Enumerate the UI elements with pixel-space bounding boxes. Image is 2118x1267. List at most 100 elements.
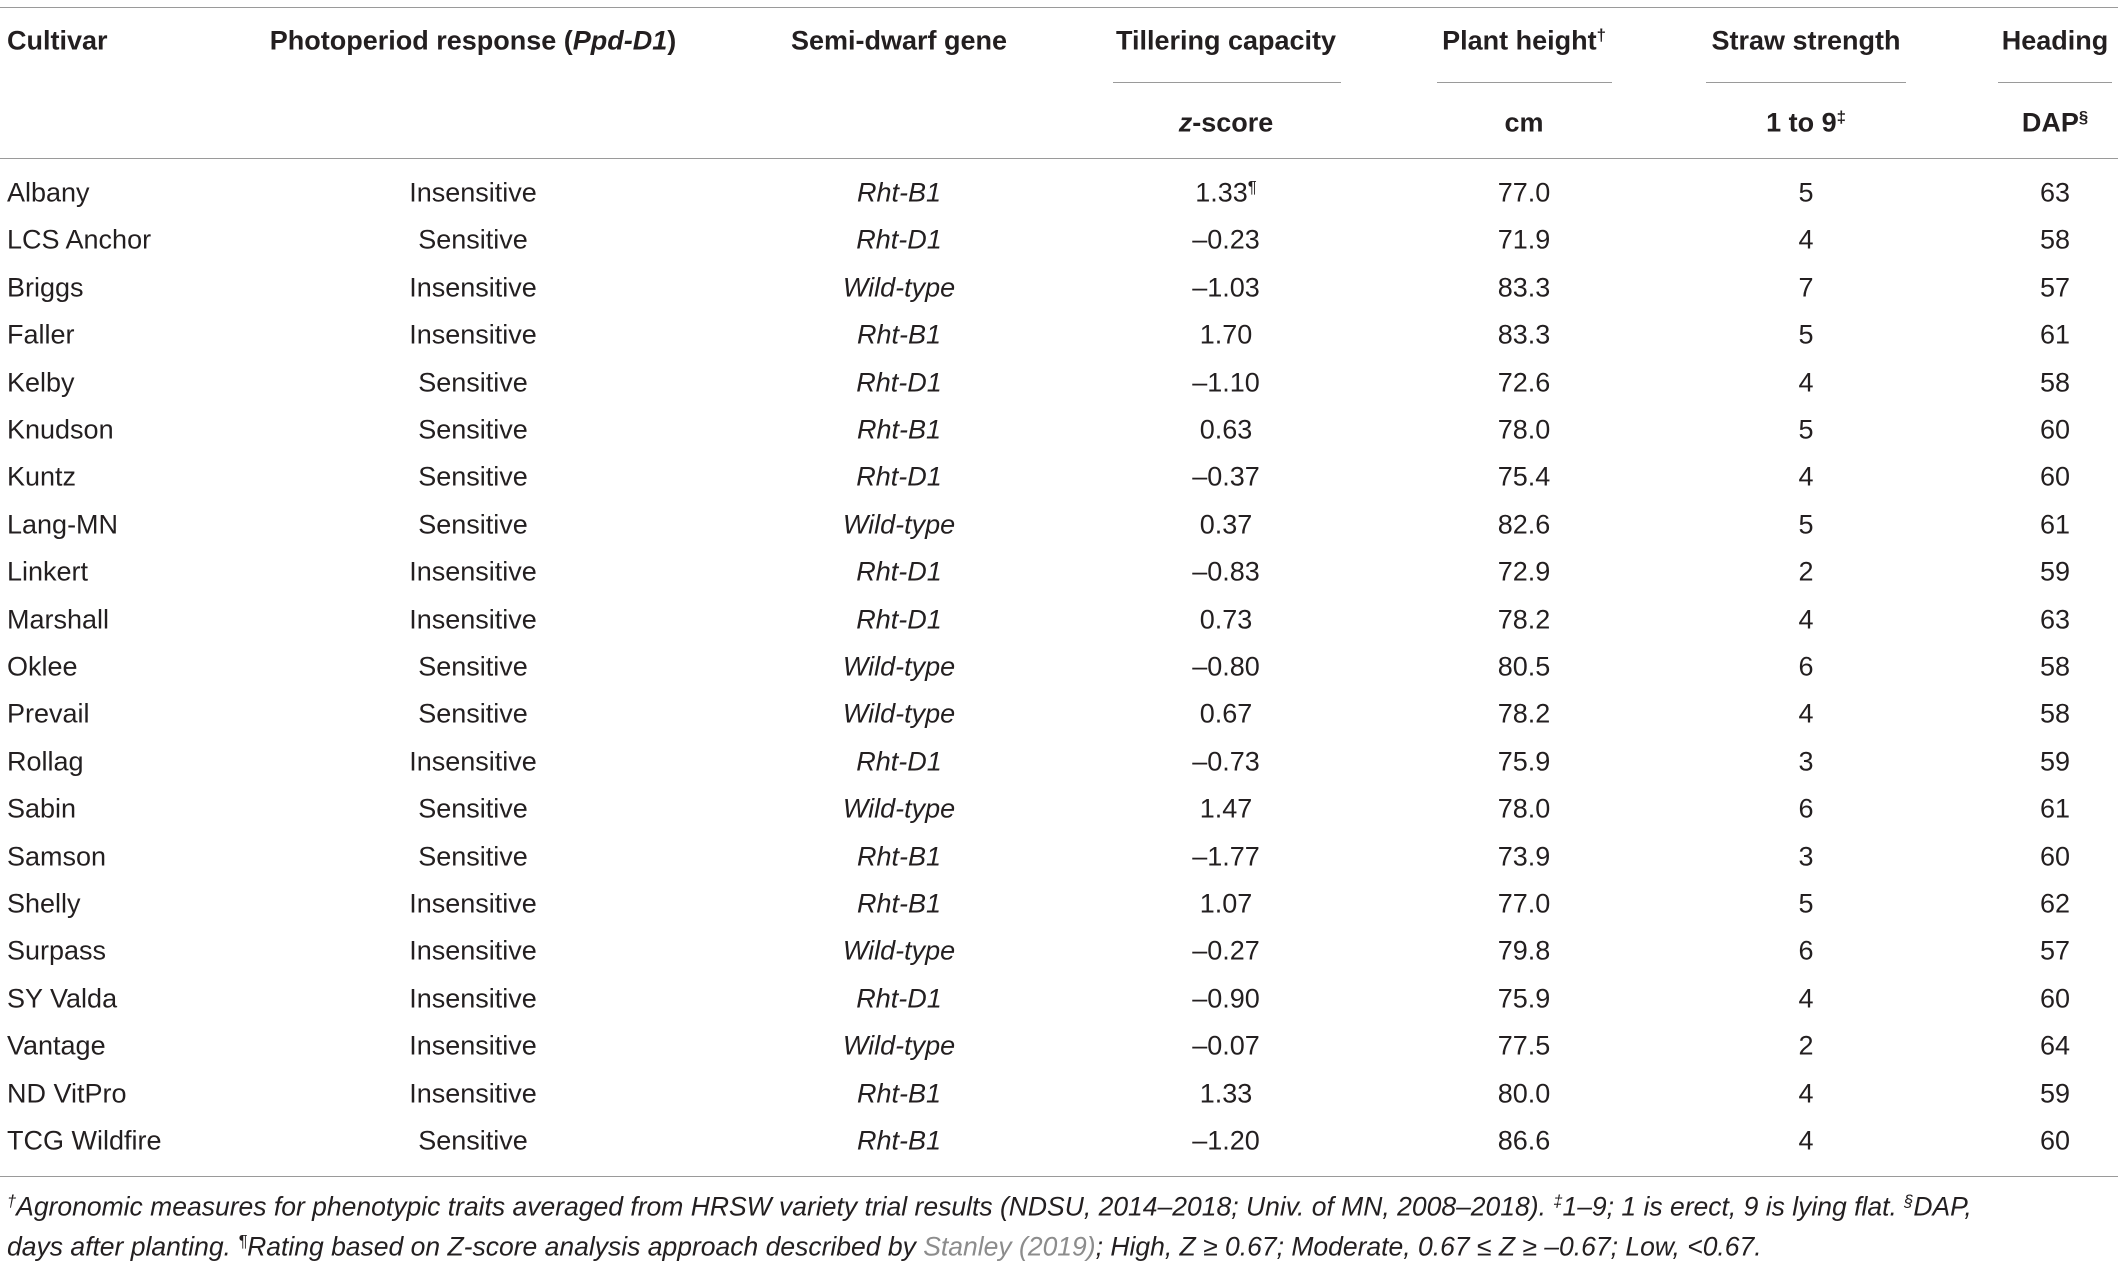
table-cell: –1.03 xyxy=(1192,272,1260,303)
table-cell: Rht-D1 xyxy=(856,746,942,777)
table-cell: Rht-B1 xyxy=(856,1078,942,1109)
table-cell: Insensitive xyxy=(409,177,537,208)
table-cell: Sensitive xyxy=(418,414,528,445)
text-part: ¶ xyxy=(238,1232,248,1251)
column-unit: cm xyxy=(1504,107,1544,138)
table-cell: 79.8 xyxy=(1497,935,1551,966)
row-label: Linkert xyxy=(7,556,89,587)
table-cell: 72.6 xyxy=(1497,367,1551,398)
text-part: Semi-dwarf gene xyxy=(790,25,1008,56)
row-label: Knudson xyxy=(7,414,114,445)
table-cell: 59 xyxy=(2039,746,2071,777)
table-cell: 61 xyxy=(2039,509,2071,540)
table-cell: Rht-B1 xyxy=(856,414,942,445)
table-cell: Sensitive xyxy=(418,367,528,398)
table-cell: –0.80 xyxy=(1192,651,1260,682)
text-part: ¶ xyxy=(1247,177,1257,197)
row-label: Marshall xyxy=(7,604,110,635)
text-part: Cultivar xyxy=(7,25,108,56)
table-cell: 60 xyxy=(2039,1125,2071,1156)
table-cell: 61 xyxy=(2039,793,2071,824)
table-cell: 64 xyxy=(2039,1030,2071,1061)
table-cell: 0.63 xyxy=(1199,414,1253,445)
table-cell: 1.33 xyxy=(1199,1078,1253,1109)
table-cell: Rht-B1 xyxy=(856,841,942,872)
footnote-line: days after planting. ¶Rating based on Z-… xyxy=(7,1232,1762,1263)
column-header: Straw strength xyxy=(1711,25,1901,56)
table-cell: 7 xyxy=(1798,272,1814,303)
table-cell: Rht-D1 xyxy=(856,461,942,492)
rule xyxy=(0,7,2118,8)
table-cell: 4 xyxy=(1798,1078,1814,1109)
table-cell: 63 xyxy=(2039,177,2071,208)
table-cell: Insensitive xyxy=(409,1078,537,1109)
table-cell: Rht-D1 xyxy=(856,367,942,398)
column-header: Heading xyxy=(2002,27,2109,55)
table-cell: 4 xyxy=(1798,224,1814,255)
table-cell: –0.27 xyxy=(1192,935,1260,966)
table-cell: Wild-type xyxy=(842,935,956,966)
table-cell: Wild-type xyxy=(842,509,956,540)
table-cell: 75.4 xyxy=(1497,461,1551,492)
table-cell: Rht-B1 xyxy=(856,888,942,919)
table-cell: Wild-type xyxy=(842,698,956,729)
table-cell: Insensitive xyxy=(409,272,537,303)
table-cell: 3 xyxy=(1798,841,1814,872)
table-cell: –0.07 xyxy=(1192,1030,1260,1061)
table-cell: –0.90 xyxy=(1192,983,1260,1014)
rule xyxy=(0,158,2118,159)
text-part: ; High, Z ≥ 0.67; Moderate, 0.67 ≤ Z ≥ –… xyxy=(1095,1231,1762,1262)
text-part: ) xyxy=(667,25,677,56)
table-cell: 4 xyxy=(1798,983,1814,1014)
table-cell: –1.20 xyxy=(1192,1125,1260,1156)
column-header: Photoperiod response (Ppd-D1) xyxy=(270,25,677,56)
text-part: † xyxy=(7,1192,17,1211)
table-cell: 83.3 xyxy=(1497,272,1551,303)
table-cell: Insensitive xyxy=(409,935,537,966)
row-label: ND VitPro xyxy=(7,1078,127,1109)
table-cell: 5 xyxy=(1798,177,1814,208)
table-cell: 1.07 xyxy=(1199,888,1253,919)
citation-link[interactable]: Stanley (2019) xyxy=(923,1231,1096,1262)
rule xyxy=(1437,82,1612,83)
column-header: Tillering capacity xyxy=(1116,27,1336,55)
text-part: cm xyxy=(1504,107,1544,138)
table-cell: Sensitive xyxy=(418,1125,528,1156)
table-cell: 78.0 xyxy=(1497,793,1551,824)
text-part: Agronomic measures for phenotypic traits… xyxy=(16,1191,1554,1222)
table-cell: 77.5 xyxy=(1497,1030,1551,1061)
table-cell: 0.67 xyxy=(1199,698,1253,729)
table-cell: Wild-type xyxy=(842,1030,956,1061)
row-label: Kelby xyxy=(7,367,75,398)
row-label: Surpass xyxy=(7,935,107,966)
footnote-line: †Agronomic measures for phenotypic trait… xyxy=(7,1192,1972,1223)
table-cell: 82.6 xyxy=(1497,509,1551,540)
table-cell: 58 xyxy=(2039,367,2071,398)
table-cell: 5 xyxy=(1798,509,1814,540)
text-part: Straw strength xyxy=(1711,25,1901,56)
row-label: Vantage xyxy=(7,1030,106,1061)
row-label: LCS Anchor xyxy=(7,224,152,255)
row-label: Oklee xyxy=(7,651,78,682)
table-cell: Insensitive xyxy=(409,888,537,919)
table-cell: 6 xyxy=(1798,651,1814,682)
table-cell: 1.47 xyxy=(1199,793,1253,824)
table-cell: 80.0 xyxy=(1497,1078,1551,1109)
table-cell: –0.83 xyxy=(1192,556,1260,587)
table-cell: 57 xyxy=(2039,935,2071,966)
rule xyxy=(1113,82,1341,83)
table-cell: 4 xyxy=(1798,604,1814,635)
row-label: Prevail xyxy=(7,698,90,729)
table-cell: 6 xyxy=(1798,793,1814,824)
table-cell: 4 xyxy=(1798,698,1814,729)
table-cell: Wild-type xyxy=(842,272,956,303)
table-cell: Sensitive xyxy=(418,841,528,872)
text-part: 1 to 9 xyxy=(1766,107,1837,138)
text-part: Plant height xyxy=(1442,25,1597,56)
table-cell: 78.2 xyxy=(1497,698,1551,729)
table-cell: 1.33¶ xyxy=(1195,177,1257,207)
table-cell: 5 xyxy=(1798,414,1814,445)
table-cell: 62 xyxy=(2039,888,2071,919)
table-cell: 4 xyxy=(1798,1125,1814,1156)
row-label: Albany xyxy=(7,177,90,208)
